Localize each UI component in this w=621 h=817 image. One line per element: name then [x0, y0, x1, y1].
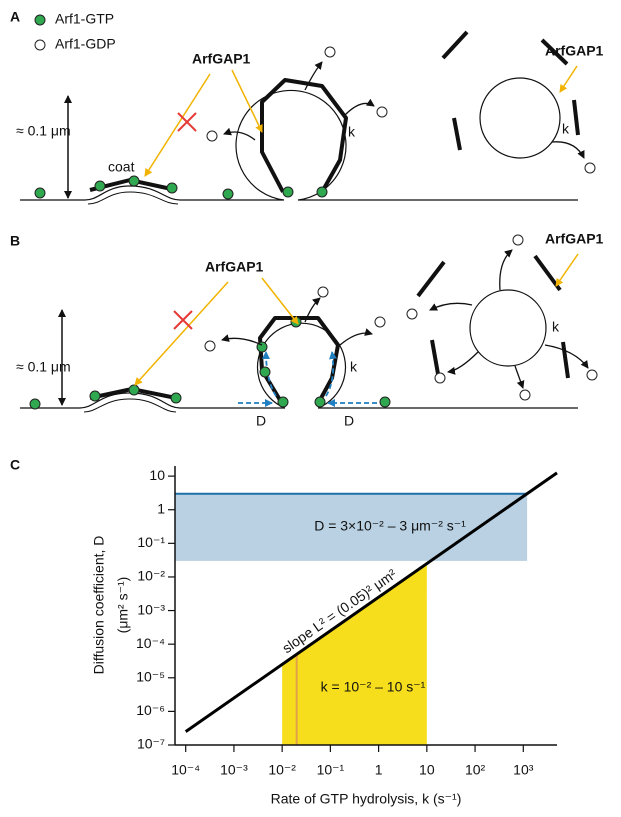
enzyme-label: ArfGAP1 — [545, 231, 604, 247]
y-tick-label: 10⁻⁵ — [136, 668, 165, 684]
enzyme-arrow — [135, 282, 228, 385]
arf1-gtp — [35, 15, 45, 25]
y-tick-label: 10⁻¹ — [137, 534, 165, 550]
enzyme-label: ArfGAP1 — [192, 51, 251, 67]
arf1-gdp — [407, 309, 417, 319]
arf1-gtp — [35, 188, 45, 198]
rate-label: k — [348, 124, 356, 140]
vesicle — [480, 78, 560, 158]
arf1-gdp — [207, 131, 217, 141]
arf1-gtp — [223, 189, 233, 199]
arf1-gtp — [129, 176, 139, 186]
arf1-gtp — [30, 399, 40, 409]
legend-label: Arf1-GDP — [55, 36, 116, 52]
arf1-gdp — [375, 317, 385, 327]
y-tick-label: 10⁻³ — [137, 601, 165, 617]
x-tick-label: 10³ — [513, 762, 534, 778]
enzyme-label: ArfGAP1 — [205, 259, 264, 275]
arf1-gdp — [587, 370, 597, 380]
diffusion-label: D — [344, 413, 354, 429]
arf1-gtp — [315, 397, 325, 407]
release-arrow — [222, 338, 262, 345]
arf1-gtp — [380, 397, 390, 407]
rate-label: k — [552, 319, 560, 335]
coat-fragment — [418, 256, 568, 378]
panel-label: B — [10, 233, 20, 249]
x-tick-label: 10 — [419, 762, 435, 778]
arf1-gtp — [167, 183, 177, 193]
coat — [262, 80, 346, 192]
arf1-gtp — [171, 393, 181, 403]
rate-label: k — [562, 121, 570, 137]
enzyme-label: ArfGAP1 — [545, 43, 604, 59]
y-tick-label: 10⁻⁶ — [136, 702, 165, 718]
x-axis-label: Rate of GTP hydrolysis, k (s⁻¹) — [271, 791, 462, 807]
x-tick-label: 10² — [465, 762, 486, 778]
panel-label: A — [10, 9, 20, 25]
panel-label: C — [10, 457, 20, 473]
vesicle — [470, 290, 546, 366]
y-axis-label: Diffusion coefficient, D — [91, 536, 107, 675]
arf1-gdp — [520, 390, 530, 400]
arf1-gdp — [377, 107, 387, 117]
arf1-gtp — [283, 187, 293, 197]
arf1-gdp — [513, 235, 523, 245]
arf1-gdp — [35, 40, 45, 50]
release-arrow — [448, 352, 478, 372]
release-arrow — [340, 333, 372, 345]
diffusion-label: D — [256, 413, 266, 429]
arf1-gdp — [585, 163, 595, 173]
arf1-gtp — [317, 187, 327, 197]
y-axis-label: (μm² s⁻¹) — [115, 577, 131, 634]
enzyme-arrow — [560, 66, 577, 92]
scale-label: ≈ 0.1 μm — [16, 123, 71, 139]
arf1-gtp — [95, 181, 105, 191]
x-tick-label: 10⁻⁴ — [171, 762, 200, 778]
coat-label: coat — [108, 159, 135, 175]
arf1-gdp — [318, 287, 328, 297]
arf1-gdp — [205, 341, 215, 351]
y-tick-label: 1 — [157, 500, 165, 516]
arf1-gtp — [260, 367, 270, 377]
x-tick-label: 1 — [375, 762, 383, 778]
release-arrow — [500, 250, 512, 290]
release-arrow — [345, 103, 374, 115]
figure: A Arf1-GTP Arf1-GDP ≈ 0.1 μm coat ArfGAP1 k Arf… — [0, 0, 621, 817]
x-tick-label: 10⁻³ — [220, 762, 248, 778]
release-arrow — [552, 142, 584, 158]
arf1-gdp — [325, 47, 335, 57]
y-tick-label: 10⁻⁷ — [137, 736, 165, 752]
enzyme-arrow — [145, 74, 210, 176]
inhibition-mark — [178, 113, 196, 131]
arf1-gtp — [90, 391, 100, 401]
y-tick-label: 10⁻² — [137, 568, 165, 584]
annotation: k = 10⁻² – 10 s⁻¹ — [321, 679, 426, 695]
y-tick-label: 10 — [149, 467, 165, 483]
annotation: D = 3×10⁻² – 3 μm⁻² s⁻¹ — [314, 518, 466, 534]
rate-label: k — [350, 359, 358, 375]
enzyme-arrow — [232, 70, 262, 132]
release-arrow — [224, 132, 255, 140]
x-tick-label: 10⁻¹ — [317, 762, 345, 778]
x-tick-label: 10⁻² — [268, 762, 296, 778]
arf1-gdp — [435, 373, 445, 383]
legend-label: Arf1-GTP — [55, 11, 114, 27]
arf1-gtp — [278, 397, 288, 407]
inhibition-mark — [174, 311, 192, 329]
release-arrow — [430, 303, 472, 310]
arf1-gtp — [129, 385, 139, 395]
y-tick-label: 10⁻⁴ — [136, 635, 165, 651]
enzyme-arrow — [556, 254, 578, 286]
scale-label: ≈ 0.1 μm — [16, 359, 71, 375]
release-arrow — [515, 366, 523, 388]
